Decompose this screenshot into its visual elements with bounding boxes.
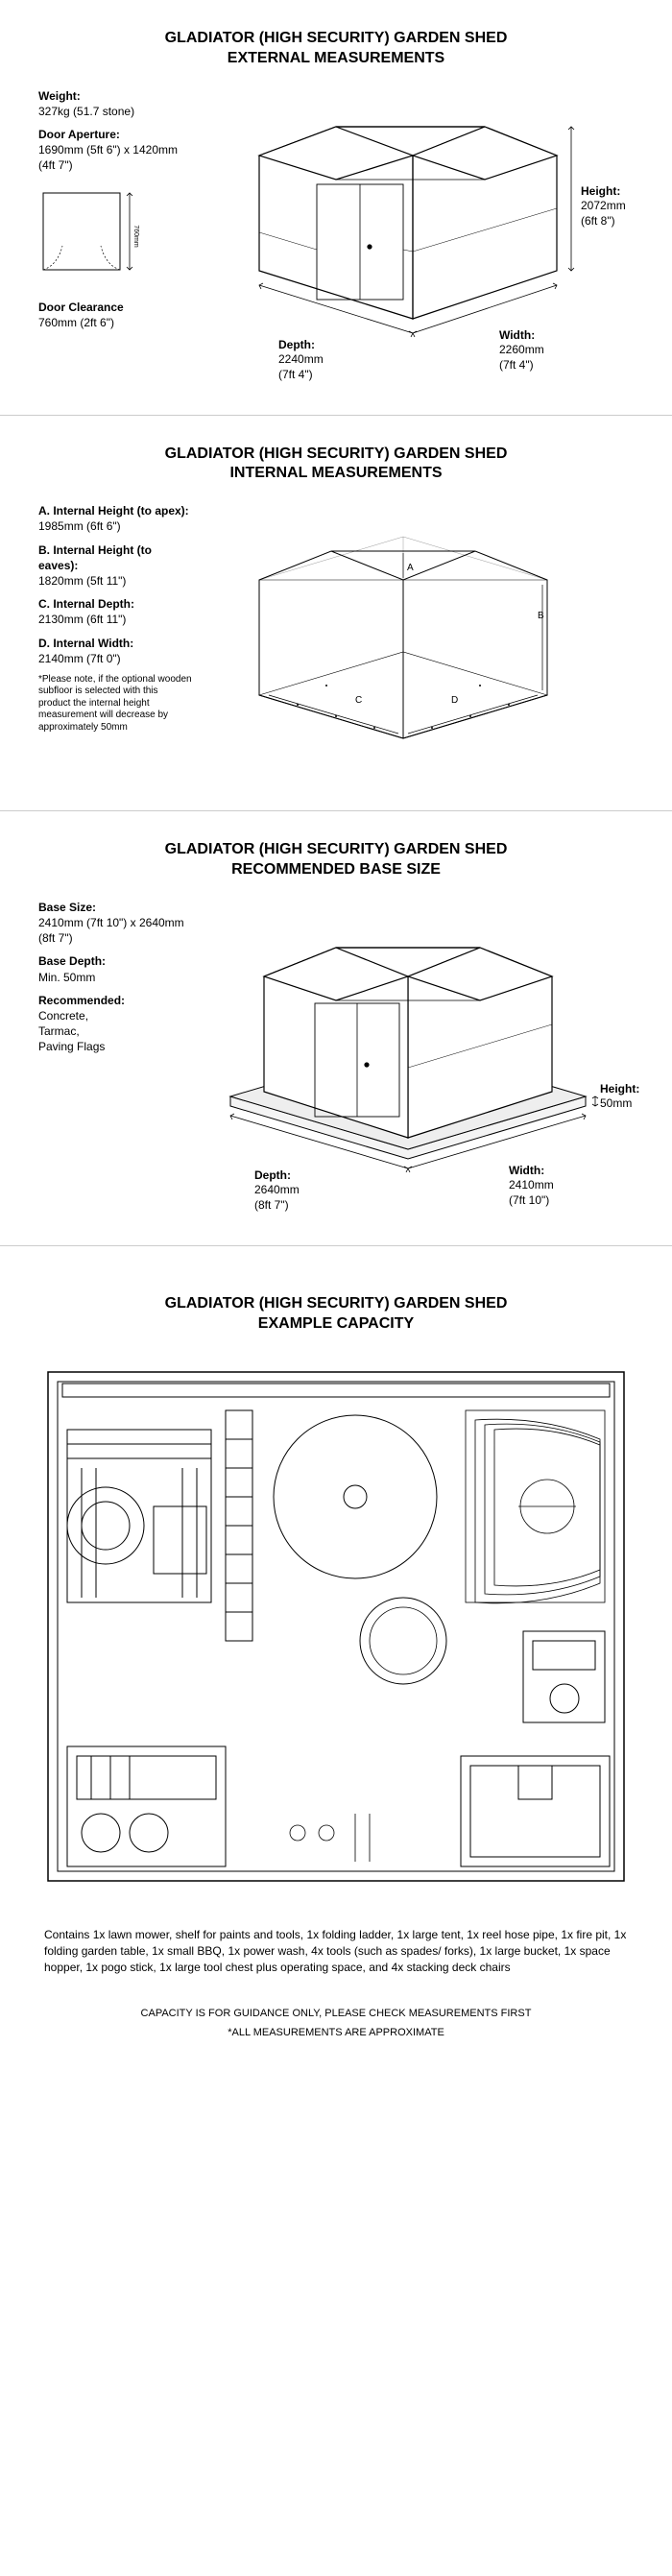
section-title: GLADIATOR (HIGH SECURITY) GARDEN SHED RE… bbox=[38, 840, 634, 880]
internal-specs: A. Internal Height (to apex): 1985mm (6f… bbox=[38, 503, 202, 734]
door-clearance-diagram: 760mm Door Clearance 760mm (2ft 6") bbox=[38, 188, 192, 330]
section-base: GLADIATOR (HIGH SECURITY) GARDEN SHED RE… bbox=[0, 811, 672, 1246]
section-title: GLADIATOR (HIGH SECURITY) GARDEN SHED IN… bbox=[38, 445, 634, 485]
external-diagram: Height: 2072mm (6ft 8") Depth: 2240mm (7… bbox=[202, 88, 634, 376]
base-specs: Base Size: 2410mm (7ft 10") x 2640mm (8f… bbox=[38, 900, 202, 1063]
svg-text:760mm: 760mm bbox=[132, 225, 139, 248]
capacity-plan bbox=[38, 1353, 634, 1900]
section-external: GLADIATOR (HIGH SECURITY) GARDEN SHED EX… bbox=[0, 0, 672, 416]
section-title: GLADIATOR (HIGH SECURITY) GARDEN SHED EX… bbox=[38, 1294, 634, 1335]
section-capacity: GLADIATOR (HIGH SECURITY) GARDEN SHED EX… bbox=[0, 1246, 672, 2082]
svg-text:B: B bbox=[538, 611, 544, 621]
external-specs: Weight: 327kg (51.7 stone) Door Aperture… bbox=[38, 88, 202, 330]
svg-text:C: C bbox=[355, 695, 362, 706]
internal-diagram: A B C D bbox=[202, 503, 634, 772]
section-internal: GLADIATOR (HIGH SECURITY) GARDEN SHED IN… bbox=[0, 416, 672, 812]
base-diagram: Height: 50mm Depth: 2640mm (8ft 7") Widt… bbox=[202, 900, 634, 1207]
svg-text:A: A bbox=[407, 563, 414, 573]
capacity-contents: Contains 1x lawn mower, shelf for paints… bbox=[38, 1927, 634, 1975]
section-title: GLADIATOR (HIGH SECURITY) GARDEN SHED EX… bbox=[38, 29, 634, 69]
capacity-footnote: CAPACITY IS FOR GUIDANCE ONLY, PLEASE CH… bbox=[38, 2005, 634, 2043]
svg-text:D: D bbox=[451, 695, 458, 706]
